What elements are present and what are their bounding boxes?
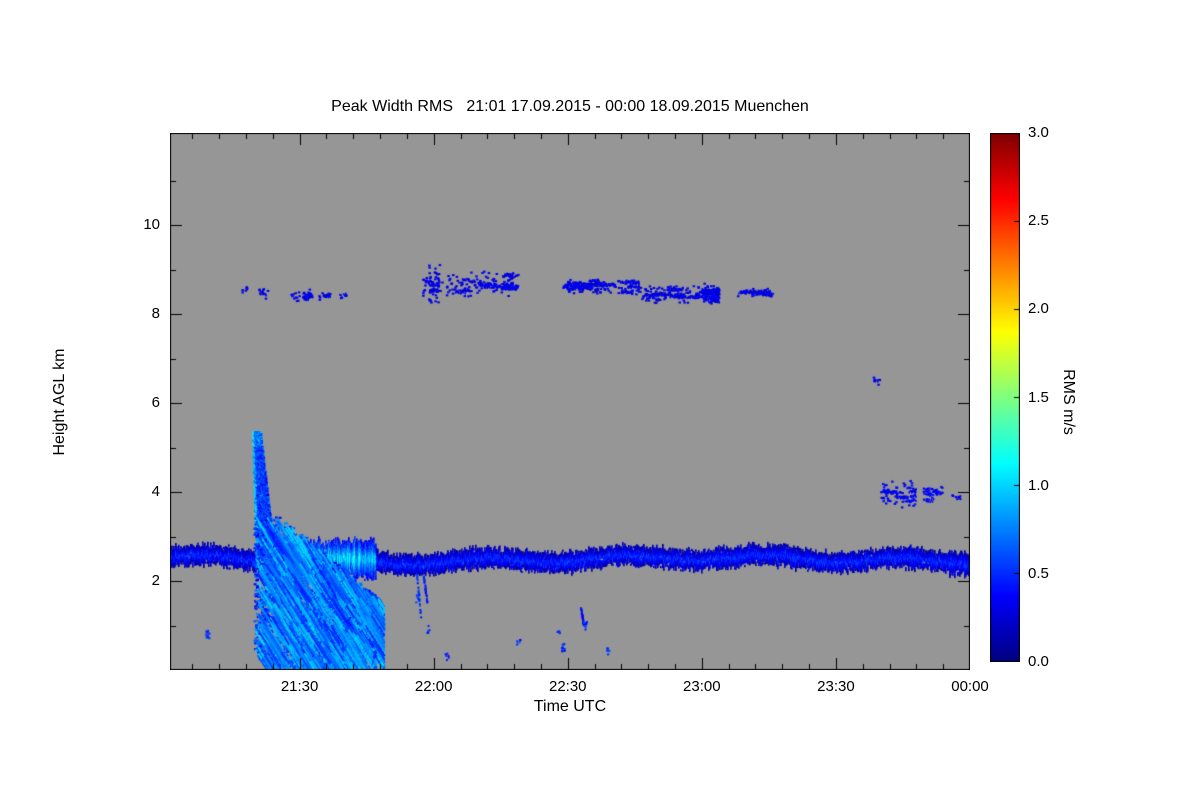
x-tick-label: 00:00 (951, 678, 989, 695)
x-axis-label: Time UTC (533, 698, 607, 715)
y-axis-label-wrap: Height AGL km (5, 291, 115, 511)
heatmap-plot-area (170, 133, 970, 670)
colorbar-tick-label: 1.5 (1028, 388, 1049, 406)
colorbar-tick-label: 3.0 (1028, 124, 1049, 141)
x-tick-label: 21:30 (280, 678, 319, 695)
x-tick-label: 22:00 (414, 678, 453, 695)
y-tick-label: 4 (151, 483, 160, 501)
colorbar-label-wrap: RMS m/s (1048, 291, 1088, 511)
x-tick-label: 23:00 (683, 678, 721, 695)
y-tick-label: 2 (151, 572, 160, 590)
colorbar-tick-label: 2.5 (1028, 212, 1049, 230)
chart-title: Peak Width RMS 21:01 17.09.2015 - 00:00 … (331, 98, 809, 115)
x-tick-label: 23:30 (817, 678, 855, 695)
colorbar-tick-label: 2.0 (1028, 300, 1049, 318)
x-tick-label: 22:30 (548, 678, 587, 695)
colorbar-tick-label: 0.5 (1028, 564, 1049, 582)
colorbar (990, 133, 1020, 662)
y-axis-label: Height AGL km (51, 348, 68, 456)
y-tick-label: 8 (151, 305, 160, 323)
colorbar-label: RMS m/s (1060, 369, 1077, 435)
colorbar-tick-label: 1.0 (1028, 476, 1049, 494)
y-tick-label: 10 (143, 216, 160, 234)
y-tick-label: 6 (151, 394, 160, 412)
colorbar-tick-label: 0.0 (1028, 653, 1049, 670)
